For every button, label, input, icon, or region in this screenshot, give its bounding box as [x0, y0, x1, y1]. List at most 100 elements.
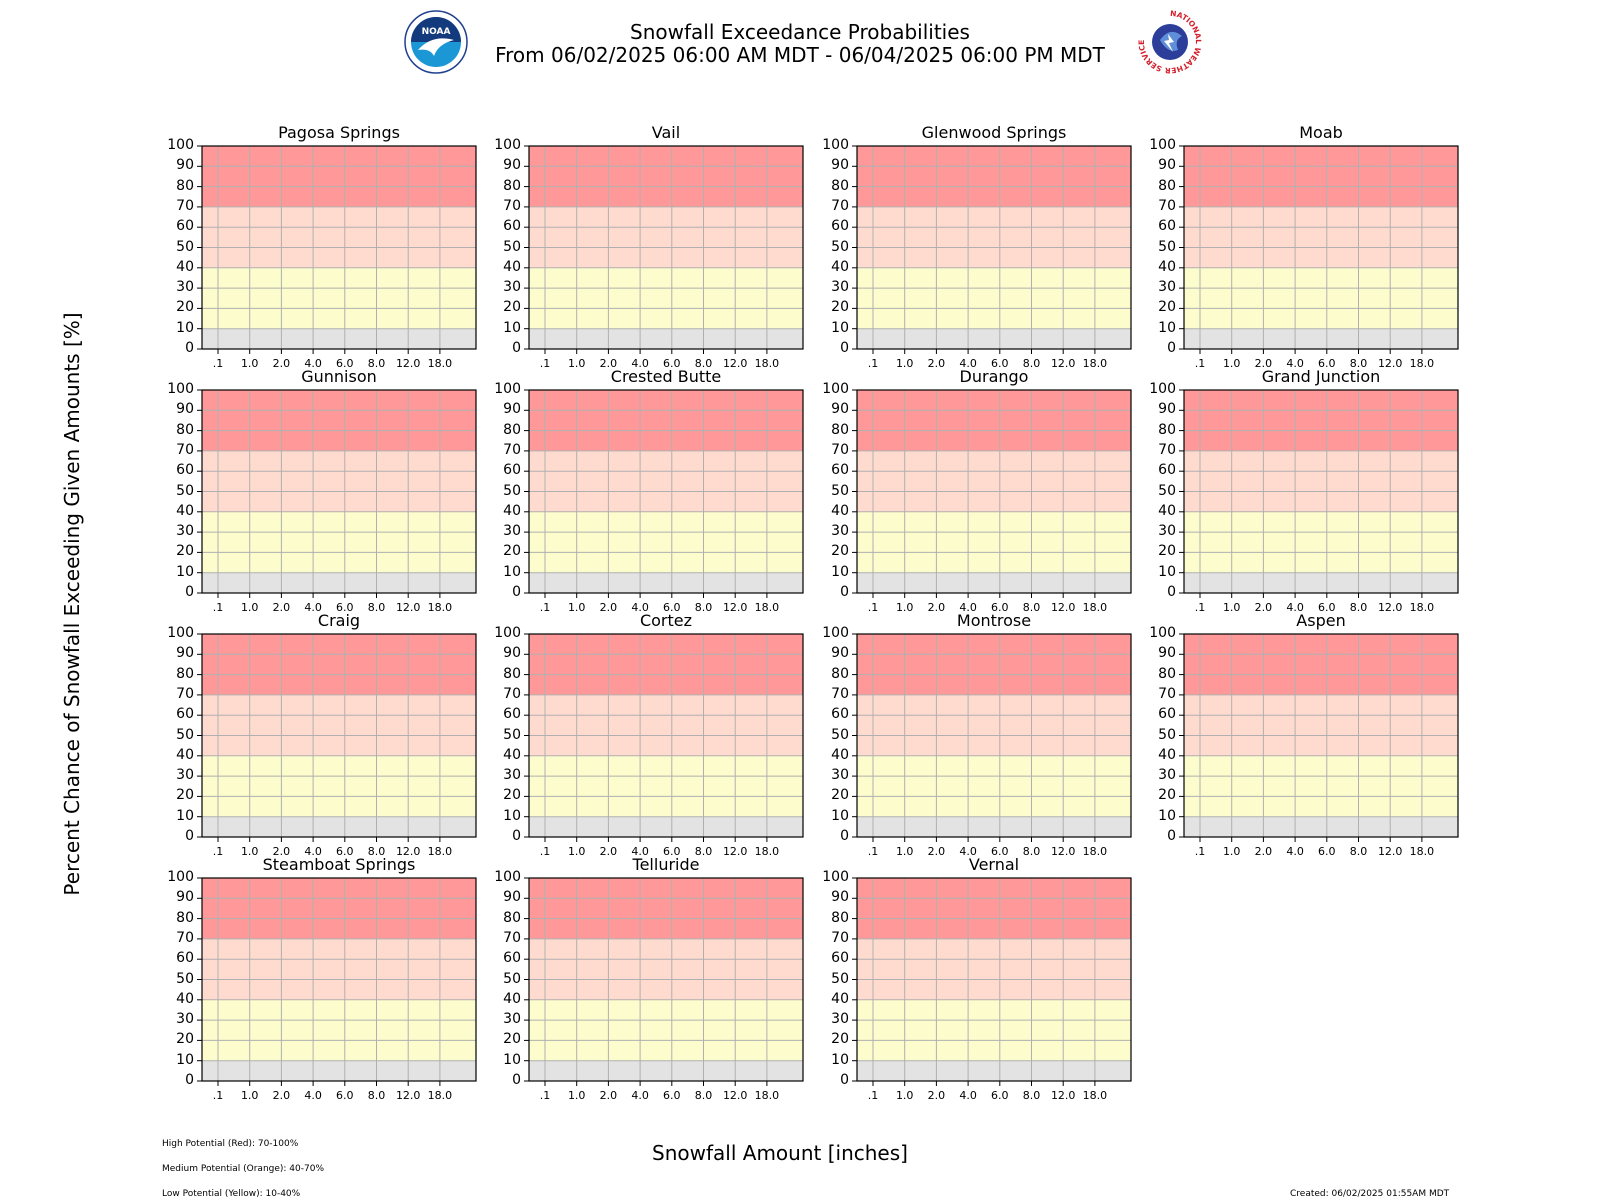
y-tick-label: 80: [503, 909, 521, 926]
band-2: [1184, 511, 1458, 573]
panel-13: [524, 877, 804, 1086]
band-0: [1184, 390, 1458, 451]
x-tick-label: 1.0: [567, 357, 586, 370]
x-tick-label: 2.0: [927, 845, 946, 858]
x-tick-label: .1: [212, 1089, 224, 1102]
x-tick-label: 1.0: [240, 601, 259, 614]
y-tick-label: 70: [831, 685, 849, 702]
x-tick-label: 6.0: [991, 845, 1009, 858]
band-1: [202, 450, 476, 512]
legend-note-medium: Medium Potential (Orange): 40-70%: [162, 1164, 325, 1174]
x-tick-label: 6.0: [1318, 357, 1336, 370]
y-tick-label: 60: [176, 950, 194, 967]
band-2: [857, 755, 1131, 817]
y-tick-label: 20: [1158, 543, 1176, 560]
y-tick-label: 80: [176, 177, 194, 194]
panel-frame: [856, 145, 1132, 350]
y-tick-label: 80: [503, 665, 521, 682]
y-tick-label: 50: [176, 970, 194, 987]
x-tick-label: .1: [1194, 601, 1206, 614]
x-tick-label: 4.0: [304, 357, 322, 370]
panel-10: [852, 633, 1132, 842]
y-tick-label: 80: [831, 421, 849, 438]
y-tick-label: 30: [1158, 767, 1176, 784]
panel-title: Steamboat Springs: [262, 855, 416, 874]
x-tick-label: 1.0: [895, 357, 914, 370]
x-tick-label: 18.0: [754, 357, 780, 370]
panel-title: Moab: [1299, 123, 1343, 142]
y-tick-label: 100: [822, 381, 849, 397]
x-tick-label: 18.0: [427, 845, 453, 858]
nws-logo-icon: NATIONAL WEATHER SERVICE: [1137, 9, 1203, 75]
panel-1: [524, 145, 804, 354]
y-tick-label: 10: [1158, 563, 1176, 580]
panel-title: Vernal: [968, 855, 1020, 874]
x-tick-label: 8.0: [1022, 357, 1041, 370]
y-tick-label: 40: [503, 746, 521, 763]
x-tick-label: 1.0: [567, 601, 586, 614]
panel-2: [852, 145, 1132, 354]
panel-12: [197, 877, 477, 1086]
y-tick-label: 100: [167, 625, 194, 641]
y-tick-label: 50: [1158, 482, 1176, 499]
y-tick-label: 60: [1158, 706, 1176, 723]
panel-title: Grand Junction: [1261, 367, 1381, 386]
x-tick-label: 4.0: [1286, 845, 1304, 858]
y-tick-label: 0: [1167, 340, 1176, 356]
y-tick-label: 0: [185, 1072, 194, 1088]
y-tick-label: 70: [831, 441, 849, 458]
y-tick-label: 30: [176, 767, 194, 784]
x-tick-label: 12.0: [1050, 601, 1076, 614]
y-tick-label: 50: [1158, 238, 1176, 255]
y-tick-label: 0: [512, 828, 521, 844]
x-tick-label: 12.0: [1050, 1089, 1076, 1102]
x-tick-label: 18.0: [1082, 601, 1108, 614]
x-tick-label: 1.0: [240, 1089, 259, 1102]
y-tick-label: 30: [831, 279, 849, 296]
y-tick-label: 50: [503, 726, 521, 743]
y-tick-label: 0: [840, 1072, 849, 1088]
band-1: [857, 206, 1131, 268]
panel-11: [1179, 633, 1459, 842]
y-tick-label: 40: [503, 502, 521, 519]
panel-frame: [201, 145, 477, 350]
y-tick-label: 80: [831, 909, 849, 926]
y-tick-label: 0: [840, 828, 849, 844]
y-tick-label: 0: [185, 340, 194, 356]
x-tick-label: 4.0: [959, 845, 977, 858]
y-tick-label: 90: [176, 645, 194, 662]
panel-title: Durango: [959, 367, 1029, 386]
y-tick-label: 0: [840, 584, 849, 600]
y-tick-label: 100: [1149, 625, 1176, 641]
x-tick-label: 8.0: [1022, 845, 1041, 858]
x-tick-label: 8.0: [1349, 845, 1368, 858]
x-tick-label: 6.0: [336, 1089, 354, 1102]
y-tick-label: 70: [176, 441, 194, 458]
y-tick-label: 100: [1149, 381, 1176, 397]
panel-9: [524, 633, 804, 842]
y-tick-label: 10: [503, 807, 521, 824]
panel-title: Pagosa Springs: [278, 123, 400, 142]
y-tick-label: 80: [1158, 421, 1176, 438]
y-tick-label: 10: [831, 1051, 849, 1068]
band-2: [1184, 267, 1458, 329]
panel-6: [852, 389, 1132, 598]
x-tick-label: 4.0: [631, 357, 649, 370]
x-tick-label: .1: [212, 601, 224, 614]
y-tick-label: 60: [503, 218, 521, 235]
x-axis-label: Snowfall Amount [inches]: [652, 1141, 908, 1165]
x-tick-label: 12.0: [722, 357, 748, 370]
x-tick-label: 18.0: [427, 357, 453, 370]
y-tick-label: 60: [831, 462, 849, 479]
y-tick-label: 30: [503, 523, 521, 540]
band-3: [857, 572, 1131, 593]
band-3: [529, 572, 803, 593]
y-tick-label: 80: [831, 665, 849, 682]
x-tick-label: .1: [212, 845, 224, 858]
band-1: [1184, 694, 1458, 756]
panel-title: Aspen: [1296, 611, 1346, 630]
y-tick-label: 90: [503, 889, 521, 906]
y-tick-label: 10: [503, 563, 521, 580]
chart-subtitle: From 06/02/2025 06:00 AM MDT - 06/04/202…: [495, 43, 1105, 67]
